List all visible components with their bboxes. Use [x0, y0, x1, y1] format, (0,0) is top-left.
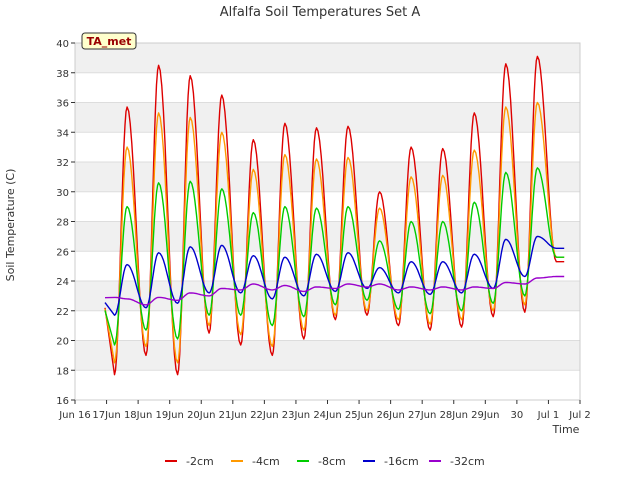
y-tick-label: 18: [56, 366, 69, 377]
x-tick-label: 25Jun: [345, 410, 373, 421]
x-tick-label: Jul 1: [537, 410, 560, 421]
plot-band: [75, 162, 580, 192]
y-axis: 16 18 20 22 24 26 28 30 32 34 36 38 40: [56, 39, 75, 407]
y-axis-label: Soil Temperature (C): [4, 169, 17, 282]
x-tick-label: 26Jun: [376, 410, 404, 421]
x-tick-label: 22Jun: [250, 410, 278, 421]
chart-title: Alfalfa Soil Temperatures Set A: [220, 5, 421, 20]
series-line-16cm: [104, 235, 565, 316]
legend-label: -16cm: [384, 455, 419, 468]
x-tick-label: 21Jun: [219, 410, 247, 421]
y-tick-label: 26: [56, 247, 69, 258]
y-tick-label: 34: [56, 128, 69, 139]
x-tick-label: 27Jun: [408, 410, 436, 421]
x-tick-label: 19Jun: [156, 410, 184, 421]
series-line-32cm: [104, 275, 565, 306]
grid-lines: [75, 42, 580, 401]
x-tick-label: 23Jun: [282, 410, 310, 421]
y-tick-label: 28: [56, 218, 69, 229]
x-tick-label: 28Jun: [440, 410, 468, 421]
plot-bands: [75, 43, 580, 371]
y-tick-label: 38: [56, 69, 69, 80]
y-tick-label: 22: [56, 307, 69, 318]
x-tick-label: 29Jun: [471, 410, 499, 421]
series-line-4cm: [104, 101, 565, 364]
annotation-box: TA_met: [81, 32, 137, 50]
y-tick-label: 20: [56, 337, 69, 348]
y-tick-label: 16: [56, 396, 69, 407]
x-tick-label: 18Jun: [124, 410, 152, 421]
x-tick-label: 17Jun: [92, 410, 120, 421]
series-line-2cm: [104, 55, 565, 376]
legend-label: -4cm: [252, 455, 280, 468]
y-tick-label: 40: [56, 39, 69, 50]
annotation-frame: [81, 32, 137, 50]
x-tick-label: Jul 2: [568, 410, 591, 421]
series-line-8cm: [104, 167, 565, 346]
legend-label: -32cm: [450, 455, 485, 468]
x-tick-label: 30: [511, 410, 524, 421]
plot-band: [75, 340, 580, 371]
plot-band: [75, 102, 580, 133]
x-axis: Jun 16 17Jun 18Jun 19Jun 20Jun 21Jun 22Jun 23Ju…: [58, 400, 591, 421]
legend-label: -8cm: [318, 455, 346, 468]
series-lines: [104, 55, 565, 376]
x-tick-label: 24Jun: [313, 410, 341, 421]
y-tick-label: 36: [56, 99, 69, 110]
annotation-label: TA_met: [87, 35, 132, 48]
x-axis-label: Time: [552, 423, 580, 436]
y-tick-label: 24: [56, 277, 69, 288]
x-tick-label: Jun 16: [58, 410, 91, 421]
y-tick-label: 30: [56, 188, 69, 199]
legend-label: -2cm: [186, 455, 214, 468]
x-tick-label: 20Jun: [187, 410, 215, 421]
y-tick-label: 32: [56, 158, 69, 169]
legend: -2cm -4cm -8cm -16cm -32cm: [165, 455, 485, 468]
